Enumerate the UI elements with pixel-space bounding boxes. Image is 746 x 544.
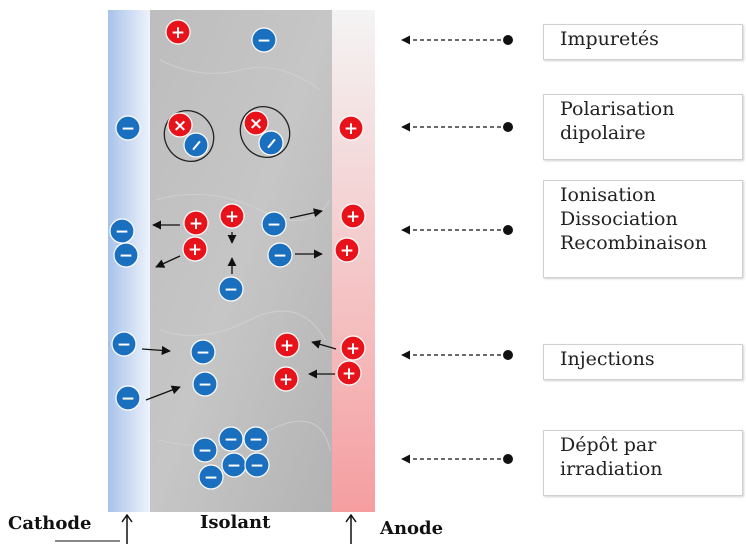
positive-charge: +: [183, 237, 207, 261]
negative-charge: −: [222, 453, 246, 477]
positive-charge: +: [341, 336, 365, 360]
svg-text:−: −: [117, 335, 131, 355]
svg-text:+: +: [280, 336, 294, 356]
label-depot: Dépôt par irradiation: [543, 430, 743, 496]
negative-charge: −: [219, 277, 243, 301]
svg-text:−: −: [250, 456, 264, 476]
negative-charge: −: [268, 243, 292, 267]
svg-text:−: −: [119, 246, 133, 266]
negative-charge: −: [112, 332, 136, 356]
svg-text:−: −: [196, 343, 210, 363]
pointer-dot: [503, 35, 513, 45]
svg-text:+: +: [340, 241, 354, 261]
positive-charge: +: [166, 20, 190, 44]
negative-charge: −: [262, 212, 286, 236]
svg-text:−: −: [227, 456, 241, 476]
svg-text:+: +: [346, 339, 360, 359]
positive-charge: +: [337, 361, 361, 385]
negative-charge: −: [244, 427, 268, 451]
negative-charge: −: [252, 28, 276, 52]
svg-text:+: +: [188, 240, 202, 260]
svg-text:+: +: [279, 370, 293, 390]
negative-charge: −: [193, 372, 217, 396]
negative-charge: −: [193, 438, 217, 462]
negative-charge: −: [114, 243, 138, 267]
isolant-label: Isolant: [200, 512, 270, 533]
dipole-positive-charge: ×: [244, 111, 268, 135]
svg-text:−: −: [198, 441, 212, 461]
svg-text:+: +: [171, 23, 185, 43]
negative-charge: −: [245, 453, 269, 477]
svg-text:−: −: [204, 468, 218, 488]
cathode-label: Cathode: [8, 513, 91, 534]
negative-charge: −: [219, 427, 243, 451]
svg-text:−: −: [198, 375, 212, 395]
negative-charge: −: [116, 116, 140, 140]
anode-label: Anode: [380, 518, 443, 539]
negative-charge: −: [116, 386, 140, 410]
pointer-dot: [503, 454, 513, 464]
label-impuretes: Impuretés: [543, 24, 743, 60]
svg-text:−: −: [121, 389, 135, 409]
anode-up-arrow: [346, 515, 356, 544]
pointer-dot: [503, 350, 513, 360]
positive-charge: +: [335, 238, 359, 262]
svg-text:−: −: [224, 430, 238, 450]
label-ionisation: Ionisation Dissociation Recombinaison: [543, 180, 743, 278]
svg-text:+: +: [344, 119, 358, 139]
anode-electrode: [332, 10, 375, 512]
positive-charge: +: [275, 333, 299, 357]
svg-text:+: +: [342, 364, 356, 384]
svg-text:×: ×: [249, 114, 263, 134]
dipole-positive-charge: ×: [168, 113, 192, 137]
positive-charge: +: [339, 116, 363, 140]
negative-charge: −: [199, 465, 223, 489]
positive-charge: +: [220, 204, 244, 228]
svg-text:−: −: [115, 222, 129, 242]
pointer-dot: [503, 225, 513, 235]
svg-text:+: +: [189, 214, 203, 234]
svg-text:−: −: [121, 119, 135, 139]
svg-text:−: −: [224, 280, 238, 300]
positive-charge: +: [274, 367, 298, 391]
label-injections: Injections: [543, 344, 743, 380]
negative-charge: −: [191, 340, 215, 364]
svg-text:−: −: [267, 215, 281, 235]
svg-text:+: +: [346, 207, 360, 227]
label-pointers: [402, 35, 513, 464]
svg-text:−: −: [257, 31, 271, 51]
pointer-dot: [503, 122, 513, 132]
svg-text:×: ×: [173, 116, 187, 136]
svg-text:−: −: [273, 246, 287, 266]
svg-text:−: −: [249, 430, 263, 450]
svg-text:+: +: [225, 207, 239, 227]
label-polarisation: Polarisation dipolaire: [543, 94, 743, 160]
negative-charge: −: [110, 219, 134, 243]
cathode-up-arrow: [122, 515, 132, 544]
positive-charge: +: [341, 204, 365, 228]
positive-charge: +: [184, 211, 208, 235]
